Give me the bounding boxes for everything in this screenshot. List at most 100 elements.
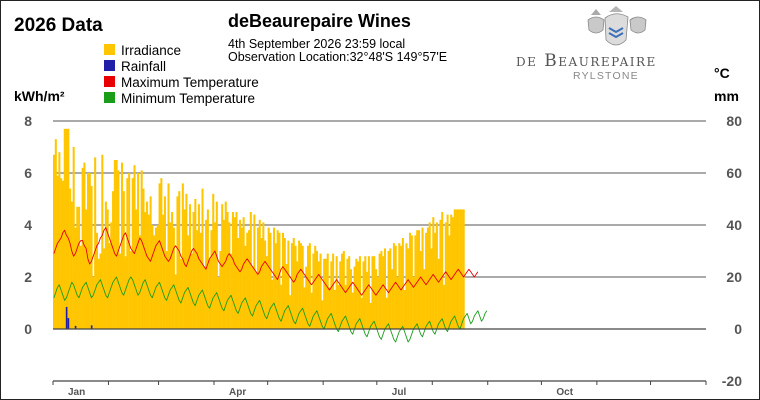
irradiance-bar: [400, 245, 403, 329]
irradiance-bar: [285, 264, 288, 329]
irradiance-bar: [86, 173, 90, 329]
irradiance-bar: [310, 292, 313, 329]
irradiance-bar: [124, 256, 127, 329]
irradiance-bar: [149, 196, 152, 329]
irradiance-bar: [153, 235, 156, 329]
legend-label-max-temp: Maximum Temperature: [121, 75, 259, 90]
irradiance-bar: [120, 162, 124, 329]
irradiance-bar: [339, 261, 342, 329]
irradiance-bar: [231, 212, 234, 329]
irradiance-bar: [240, 227, 243, 329]
irradiance-bar: [412, 277, 415, 329]
irradiance-bar: [214, 222, 217, 329]
irradiance-bar: [375, 269, 378, 329]
irradiance-bar: [144, 212, 147, 329]
irradiance-bar: [210, 230, 213, 329]
irradiance-bar: [385, 297, 388, 329]
irradiance-bar: [258, 219, 261, 329]
left-axis-label: kWh/m²: [14, 88, 65, 104]
irradiance-bar: [392, 243, 395, 329]
irradiance-bar: [72, 147, 75, 329]
irradiance-bar: [135, 209, 138, 329]
irradiance-bar: [321, 300, 324, 329]
irradiance-bar: [61, 180, 64, 329]
irradiance-bar: [332, 253, 335, 329]
right-axis-label-rain: mm: [714, 88, 739, 104]
irradiance-bar: [108, 243, 111, 329]
legend-swatch-min-temp: [104, 92, 115, 103]
irradiance-bar: [414, 235, 417, 329]
logo-name: de Beaurepaire: [516, 51, 657, 71]
irradiance-bar: [260, 238, 263, 329]
irradiance-bar: [54, 139, 57, 329]
irradiance-bar: [455, 209, 458, 329]
irradiance-bar: [360, 297, 363, 329]
irradiance-bar: [138, 235, 141, 329]
irradiance-bar: [233, 217, 236, 329]
station-title: deBeaurepaire Wines: [228, 11, 411, 31]
irradiance-bar: [171, 212, 174, 329]
month-label: Jul: [392, 387, 407, 398]
left-tick-label: 0: [24, 321, 32, 337]
irradiance-bar: [333, 290, 336, 329]
irradiance-bar: [85, 209, 88, 329]
irradiance-bar: [228, 222, 231, 329]
axes: [52, 328, 707, 385]
irradiance-bar: [248, 230, 251, 329]
right-tick-label: 80: [726, 113, 742, 129]
irradiance-bar: [74, 227, 77, 329]
irradiance-bar: [112, 191, 115, 329]
irradiance-bar: [78, 206, 81, 329]
irradiance-bar: [128, 173, 131, 329]
irradiance-bar: [119, 253, 122, 329]
irradiance-bar: [185, 193, 188, 329]
irradiance-bar: [113, 160, 116, 329]
irradiance-bar: [282, 232, 285, 329]
irradiance-bar: [131, 178, 134, 329]
irradiance-bar: [308, 243, 311, 329]
irradiance-bar: [154, 227, 158, 329]
irradiance-bar: [460, 209, 463, 329]
irradiance-bar: [323, 258, 326, 329]
irradiance-bar: [348, 256, 351, 329]
legend: Irradiance Rainfall Maximum Temperature …: [104, 43, 259, 106]
irradiance-bar: [307, 245, 310, 329]
irradiance-bar: [205, 219, 208, 329]
irradiance-bar: [421, 227, 424, 329]
irradiance-bar: [230, 253, 233, 329]
irradiance-bar: [278, 232, 281, 329]
irradiance-bar: [156, 225, 159, 329]
irradiance-bar: [364, 256, 367, 329]
logo-subname: RYLSTONE: [573, 70, 639, 82]
irradiance-bar: [187, 235, 190, 329]
right-tick-label: -20: [722, 373, 742, 389]
irradiance-bar: [256, 227, 259, 329]
irradiance-bar: [271, 279, 274, 329]
irradiance-bar: [147, 214, 150, 329]
irradiance-bar: [244, 245, 247, 329]
irradiance-bar: [426, 227, 429, 329]
irradiance-bar: [355, 258, 358, 329]
irradiance-bar: [351, 292, 354, 329]
irradiance-bar: [133, 165, 136, 329]
irradiance-bar: [197, 204, 200, 329]
irradiance-bar: [178, 191, 181, 329]
irradiance-bar: [430, 248, 433, 329]
irradiance-bar: [298, 240, 301, 329]
irradiance-bar: [344, 284, 347, 329]
irradiance-bar: [303, 287, 306, 329]
irradiance-bar: [450, 214, 453, 329]
irradiance-bar: [110, 222, 113, 329]
irradiance-bar: [251, 266, 254, 329]
irradiance-bar: [292, 238, 295, 329]
irradiance-bar: [315, 251, 319, 329]
right-tick-label: 20: [726, 269, 742, 285]
irradiance-bar: [367, 256, 370, 329]
irradiance-bar: [394, 245, 397, 329]
irradiance-bar: [410, 235, 413, 329]
irradiance-bar: [444, 222, 447, 329]
irradiance-bar: [169, 222, 172, 329]
irradiance-bar: [79, 245, 82, 329]
irradiance-bar: [265, 256, 268, 329]
